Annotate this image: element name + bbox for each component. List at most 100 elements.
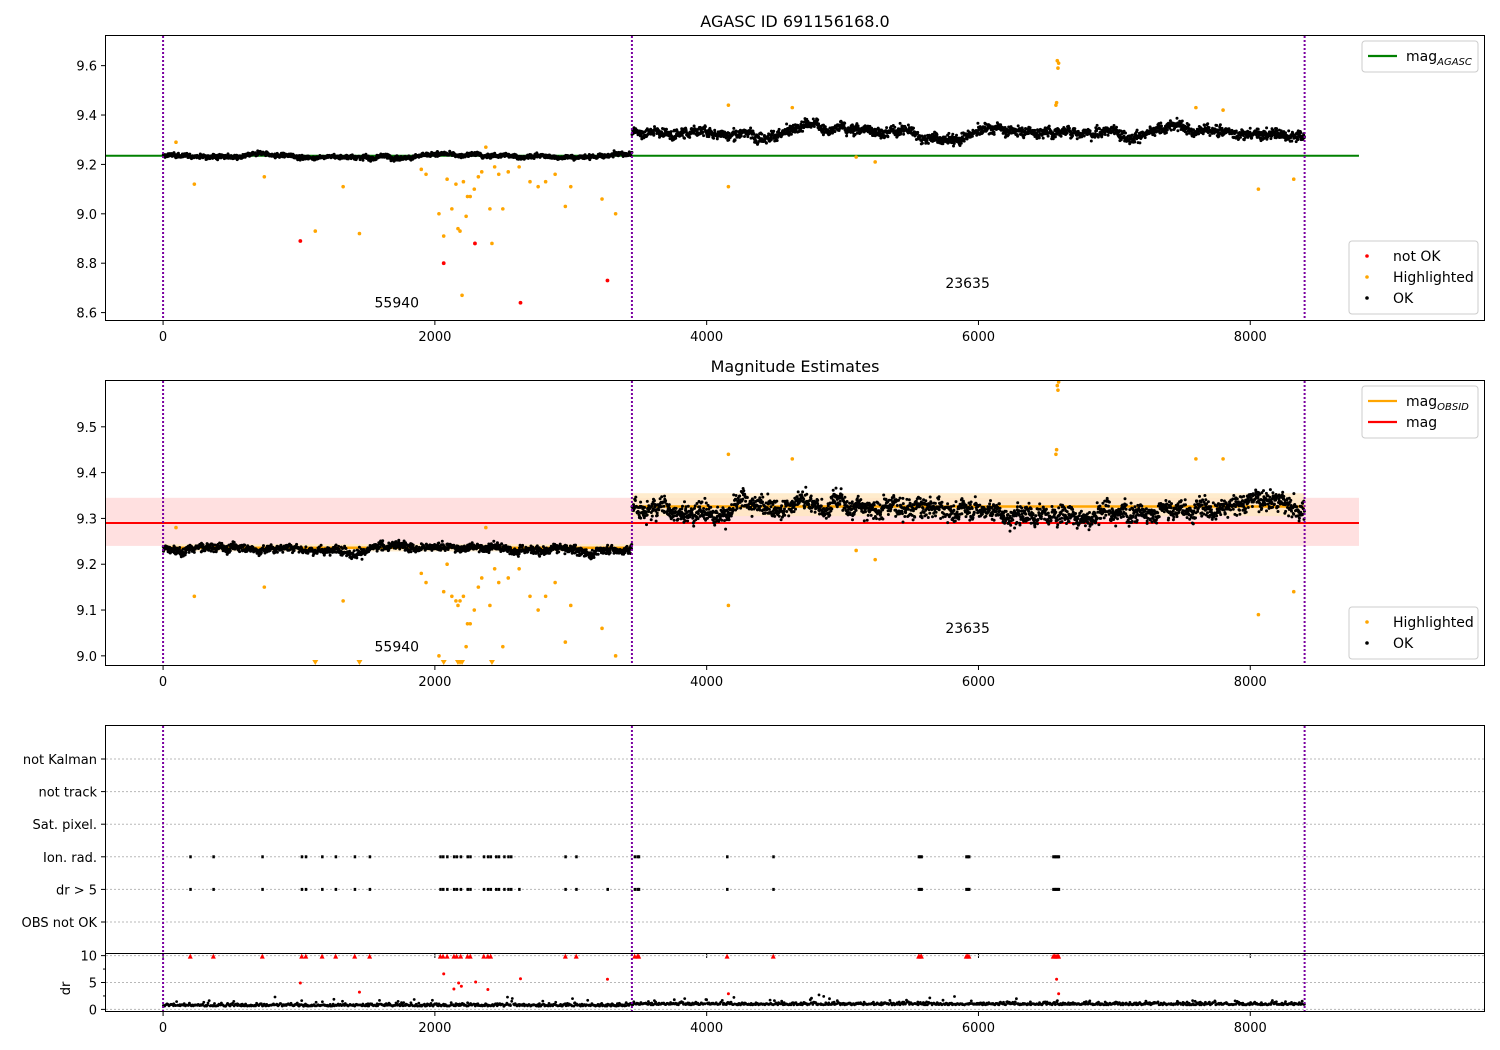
legend-dot-swatch (1365, 254, 1369, 258)
highlighted-point (1221, 108, 1225, 112)
ok-point (833, 130, 837, 134)
y-tick-label: 9.0 (76, 208, 97, 223)
x-tick-label: 2000 (418, 330, 451, 345)
y-tick-label: 9.2 (76, 158, 97, 173)
ok-point (1197, 132, 1201, 136)
y-tick-label: 8.6 (76, 307, 97, 322)
ok-point (801, 129, 805, 133)
ok-point (789, 132, 793, 136)
highlighted-point (1056, 61, 1061, 65)
ok-point (1075, 137, 1079, 141)
highlighted-point (476, 174, 481, 179)
x-tick-label: 6000 (962, 330, 995, 345)
ok-point (775, 139, 779, 142)
highlighted-point (357, 231, 362, 236)
ok-point (411, 543, 415, 547)
highlighted-point (873, 160, 877, 164)
ok-point (843, 121, 847, 125)
ok-point (906, 123, 910, 127)
ok-point (1124, 131, 1127, 135)
ok-point (178, 546, 182, 549)
legend-label: not OK (1393, 249, 1441, 265)
ok-point (228, 549, 232, 553)
ok-point (976, 121, 980, 125)
ok-point (184, 551, 188, 555)
ok-point (1215, 124, 1219, 127)
agasc-observation-boundaries (162, 36, 1306, 320)
ok-point (355, 556, 359, 560)
highlighted-point (553, 172, 557, 177)
highlighted-point (424, 172, 428, 177)
ok-point (703, 125, 707, 129)
ok-point (1256, 127, 1260, 131)
magnitude-panel: Magnitude Estimates 55940 23635 0 2000 400… (76, 357, 1485, 690)
ok-point (898, 121, 902, 125)
ok-point (702, 134, 706, 138)
highlighted-point (341, 184, 345, 189)
highlighted-point (563, 204, 568, 209)
ok-point (1082, 134, 1086, 138)
ok-point (1153, 134, 1157, 137)
ok-point (785, 122, 789, 126)
ok-point (1053, 135, 1057, 139)
ok-point (962, 139, 966, 143)
ok-point (1169, 128, 1173, 132)
ok-point (1041, 136, 1045, 140)
highlighted-point (1256, 187, 1261, 191)
ok-point (732, 126, 736, 130)
ok-point (1175, 116, 1179, 120)
ok-point (360, 557, 364, 561)
ok-point (517, 552, 521, 556)
ok-point (920, 141, 924, 145)
highlighted-point (461, 179, 466, 184)
ok-point (777, 127, 781, 131)
ok-point (1165, 128, 1169, 132)
ok-point (733, 138, 737, 142)
ok-point (361, 158, 365, 162)
ok-point (1164, 131, 1168, 135)
highlighted-point (479, 170, 484, 174)
ok-point (674, 136, 678, 140)
ok-point (243, 543, 247, 547)
highlighted-point (490, 241, 494, 246)
ok-point (764, 141, 768, 145)
ok-point (886, 135, 890, 139)
highlighted-point (450, 207, 454, 211)
ok-point (409, 550, 413, 554)
ok-point (1180, 119, 1184, 123)
ok-point (912, 126, 915, 130)
highlighted-point (437, 212, 441, 216)
ok-point (259, 551, 263, 554)
ok-point (1046, 134, 1050, 138)
legend-label: OK (1393, 291, 1414, 307)
ok-point (1133, 140, 1137, 144)
highlighted-point (528, 179, 532, 184)
agasc-title: AGASC ID 691156168.0 (700, 12, 889, 31)
ok-point (352, 549, 356, 553)
highlighted-point (464, 214, 468, 219)
ok-point (521, 543, 525, 547)
agasc-obsid-label-2: 23635 (945, 276, 990, 292)
highlighted-point (543, 179, 548, 184)
highlighted-point (726, 184, 731, 189)
ok-point (935, 133, 939, 137)
ok-point (1115, 125, 1118, 129)
ok-point (1135, 128, 1139, 132)
ok-point (1059, 134, 1063, 138)
ok-point (1047, 124, 1051, 128)
ok-point (1234, 129, 1238, 133)
highlighted-point (445, 177, 449, 182)
highlighted-point (496, 172, 501, 177)
ok-point (275, 550, 279, 554)
agasc-obsid-label-1: 55940 (375, 296, 420, 312)
ok-point (192, 550, 196, 554)
agasc-legend-top: magAGASC (1361, 40, 1479, 73)
not-ok-point (605, 278, 610, 283)
ok-point (863, 124, 867, 128)
ok-point (337, 544, 341, 548)
highlighted-point (1194, 105, 1198, 110)
legend-dot-swatch (1365, 275, 1369, 279)
ok-point (1112, 124, 1116, 127)
